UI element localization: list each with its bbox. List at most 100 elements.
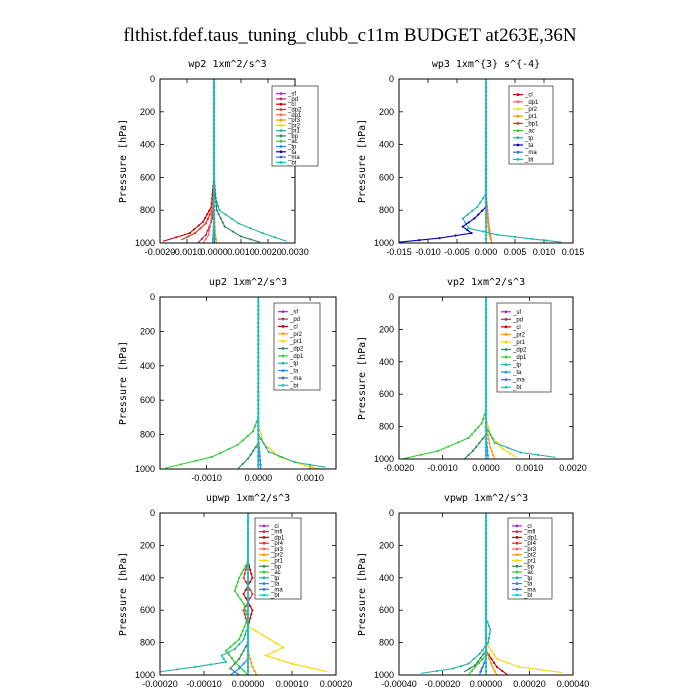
- y-tick-label: 200: [140, 326, 155, 336]
- series-point: [251, 576, 254, 579]
- series-point: [212, 143, 216, 146]
- x-tick-label: 0.00010: [276, 679, 309, 689]
- series-point: [227, 447, 231, 451]
- legend-marker: [515, 593, 519, 597]
- series-point: [212, 176, 216, 179]
- legend-label: _ma: [287, 155, 300, 161]
- series-point: [246, 457, 250, 460]
- series-point: [227, 653, 231, 656]
- legend-marker: [281, 376, 285, 380]
- series-point: [212, 229, 216, 232]
- series-point: [221, 221, 224, 224]
- legend-marker: [279, 123, 283, 127]
- legend-label: _tp: [289, 361, 299, 367]
- series-point: [208, 209, 211, 212]
- y-tick-label: 1000: [135, 670, 155, 680]
- series-point: [484, 164, 488, 167]
- series-point: [249, 227, 252, 230]
- legend-marker: [504, 370, 508, 374]
- series-point: [187, 235, 190, 238]
- series-point: [484, 633, 488, 636]
- series-point: [257, 377, 260, 380]
- series-point: [484, 172, 488, 175]
- series-point: [212, 209, 216, 212]
- series-point: [496, 233, 499, 236]
- series-point: [245, 621, 248, 624]
- series-point: [239, 235, 243, 238]
- series-point: [257, 429, 260, 432]
- legend-label: _ta: [523, 582, 533, 588]
- series-point: [193, 228, 196, 231]
- legend-marker: [279, 145, 283, 148]
- legend-label: _dp1: [524, 100, 539, 106]
- series-point: [257, 399, 260, 402]
- series-point: [212, 180, 216, 183]
- series-point: [243, 572, 246, 575]
- panel-title: wp3 1xm^{3} s^{-4}: [432, 59, 540, 70]
- legend-marker: [515, 564, 519, 568]
- series-point: [479, 656, 482, 660]
- series-point: [257, 347, 260, 350]
- series-point: [224, 660, 228, 664]
- series-point: [246, 572, 250, 575]
- series-point: [447, 445, 450, 448]
- y-tick-label: 600: [140, 172, 155, 182]
- series-point: [230, 217, 234, 221]
- legend-box: [496, 302, 552, 393]
- series-point: [206, 213, 209, 216]
- series-line-dp2: [181, 79, 215, 241]
- series-point: [435, 669, 439, 673]
- y-tick-label: 400: [140, 573, 155, 583]
- series-point: [484, 114, 488, 117]
- y-tick-label: 200: [140, 540, 155, 550]
- legend: _sf_pd_cl_pr2_pr1_dp2_dp1_tp_ta_ma_bt: [273, 302, 321, 391]
- legend-marker: [281, 339, 285, 343]
- series-point: [212, 217, 216, 220]
- series-point: [212, 155, 216, 158]
- legend-marker: [281, 354, 285, 358]
- y-tick-label: 200: [379, 540, 394, 550]
- x-tick-label: 0.0020: [254, 247, 282, 257]
- series-point: [204, 233, 207, 236]
- series-point: [246, 633, 250, 636]
- series-point: [459, 664, 463, 668]
- series-point: [290, 662, 294, 665]
- series-point: [484, 184, 488, 187]
- y-axis-label: Pressure [hPa]: [118, 119, 129, 203]
- y-tick-label: 0: [150, 74, 155, 84]
- legend-label: _sf: [287, 92, 296, 98]
- series-point: [243, 625, 246, 628]
- series-point: [246, 653, 250, 656]
- series-point: [490, 450, 493, 453]
- series-point: [212, 225, 216, 228]
- series-point: [235, 585, 238, 588]
- series-point: [257, 446, 260, 449]
- x-tick-label: 0.000: [475, 247, 498, 257]
- legend-marker: [516, 136, 520, 140]
- x-tick-label: 0.015: [562, 247, 585, 257]
- series-point: [246, 434, 250, 437]
- series-point: [484, 649, 488, 652]
- legend-marker: [279, 108, 283, 111]
- legend-marker: [504, 325, 508, 329]
- series-point: [311, 466, 314, 469]
- series-point: [484, 515, 488, 519]
- legend-label: _cl: [287, 102, 296, 108]
- y-tick-label: 600: [379, 172, 394, 182]
- series-point: [246, 592, 250, 596]
- series-point: [484, 540, 488, 543]
- series-point: [175, 236, 178, 239]
- legend-marker: [515, 553, 519, 557]
- legend-marker: [504, 317, 508, 321]
- series-point: [195, 459, 198, 462]
- legend-marker: [279, 129, 283, 133]
- series-point: [233, 589, 236, 592]
- series-point: [484, 110, 488, 113]
- series-point: [484, 344, 488, 347]
- series-point: [303, 464, 307, 467]
- legend-marker: [516, 158, 520, 161]
- series-point: [484, 584, 488, 588]
- series-point: [487, 641, 490, 644]
- legend: _sf_pd_cl_pr2_pr1_dp2_dp1_tp_ta_ma_bt: [496, 302, 552, 393]
- series-point: [246, 584, 250, 588]
